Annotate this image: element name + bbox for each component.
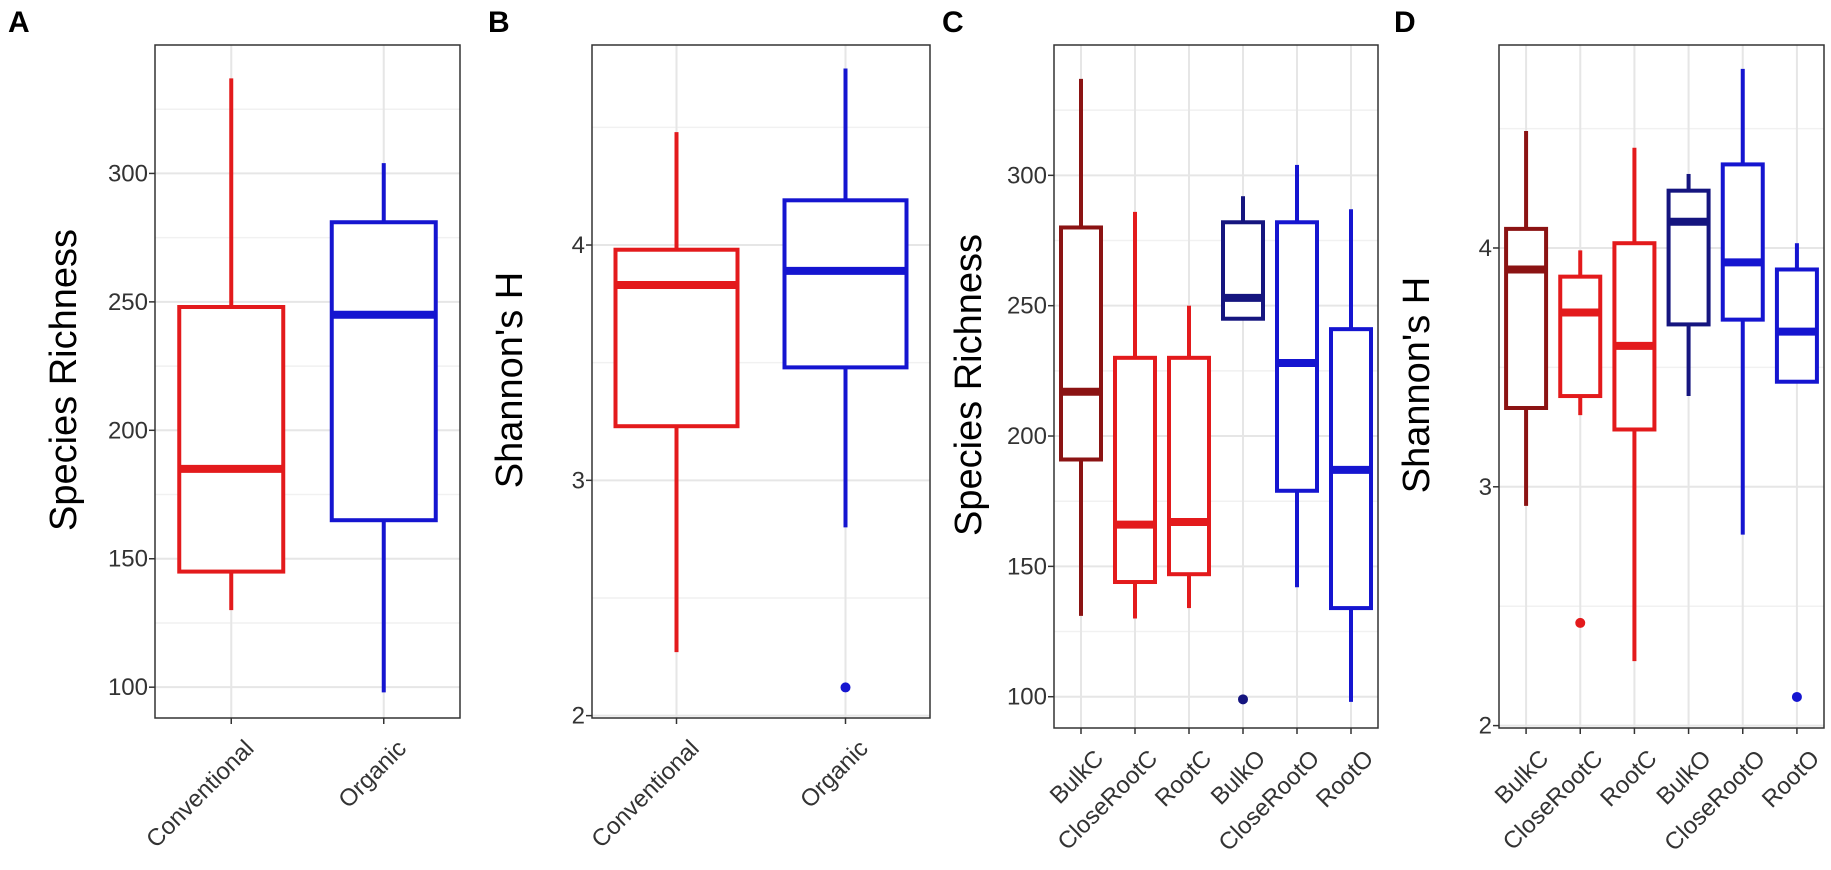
- iqr-box: [1774, 267, 1819, 384]
- box-rootc: [1167, 305, 1211, 609]
- iqr-box: [613, 247, 740, 429]
- x-tick-label: Organic: [333, 735, 412, 814]
- iqr-box: [1612, 241, 1657, 432]
- iqr-box: [329, 220, 438, 523]
- x-tick-label: Organic: [795, 735, 874, 814]
- iqr-box: [1113, 355, 1157, 585]
- panel-label-b: B: [488, 6, 510, 39]
- x-tick-label: Conventional: [586, 735, 704, 853]
- box-closerootc: [1558, 250, 1603, 628]
- panel-label-a: A: [8, 6, 30, 39]
- y-tick-label: 4: [1479, 235, 1492, 262]
- iqr-box: [1720, 162, 1765, 322]
- box-bulkc: [1059, 78, 1103, 616]
- box-bulkc: [1504, 130, 1549, 506]
- x-tick-label: RootC: [1150, 745, 1217, 812]
- chart-c: 100150200250300BulkCCloseRootCRootCBulkO…: [948, 44, 1379, 857]
- iqr-box: [1275, 220, 1319, 493]
- x-tick-label: Conventional: [141, 735, 259, 853]
- y-axis-title: Shannon's H: [1396, 277, 1438, 493]
- panel-border: [591, 44, 931, 719]
- chart-d: 234BulkCCloseRootCRootCBulkOCloseRootORo…: [1396, 44, 1825, 857]
- y-tick-label: 2: [1479, 713, 1492, 740]
- box-closerooto: [1720, 68, 1765, 535]
- y-tick-label: 100: [108, 674, 148, 701]
- panel-b: B 2 3 4 Conventional Organic Shannon's H: [472, 0, 937, 870]
- box-closerootc: [1113, 211, 1157, 619]
- x-tick-label: RootC: [1595, 745, 1662, 812]
- panel-border: [1053, 44, 1379, 729]
- y-tick-label: 200: [1007, 423, 1047, 450]
- y-tick-label: 2: [572, 703, 585, 730]
- outlier-point: [1791, 691, 1802, 702]
- box-rootc: [1612, 147, 1657, 662]
- y-tick-label: 250: [1007, 293, 1047, 320]
- box-organic: [329, 163, 438, 693]
- x-tick-label: RootO: [1311, 745, 1379, 813]
- panel-border: [1498, 44, 1825, 729]
- panel-d: D 2 3 4 BulkC CloseRootC RootC BulkO CloseRootO…: [1386, 0, 1831, 870]
- panel-border: [154, 44, 461, 719]
- box-rooto: [1329, 209, 1373, 702]
- y-tick-label: 100: [1007, 684, 1047, 711]
- box-rooto: [1774, 243, 1819, 702]
- y-tick-label: 250: [108, 289, 148, 316]
- chart-b: 2 3 4 Conventional Organic Shannon's H: [489, 44, 931, 853]
- outlier-point: [1575, 617, 1586, 628]
- y-tick-label: 3: [1479, 474, 1492, 501]
- iqr-box: [782, 198, 909, 370]
- y-tick-label: 150: [1007, 553, 1047, 580]
- y-tick-label: 300: [108, 160, 148, 187]
- y-axis-title: Shannon's H: [489, 272, 531, 488]
- iqr-box: [1167, 355, 1211, 577]
- iqr-box: [1059, 225, 1103, 462]
- y-tick-label: 300: [1007, 162, 1047, 189]
- iqr-box: [1558, 274, 1603, 399]
- box-closerooto: [1275, 164, 1319, 588]
- box-bulko: [1666, 173, 1711, 397]
- iqr-box: [177, 305, 286, 574]
- panel-label-d: D: [1394, 6, 1416, 39]
- chart-a: 100 150 200 250 300 Conventional Organic Specie…: [43, 44, 461, 853]
- iqr-box: [1504, 226, 1549, 410]
- x-tick-label: RootO: [1757, 745, 1825, 813]
- y-tick-label: 150: [108, 546, 148, 573]
- iqr-box: [1666, 188, 1711, 327]
- y-tick-label: 4: [572, 232, 585, 259]
- y-axis-title: Species Richness: [948, 234, 990, 536]
- panel-label-c: C: [942, 6, 964, 39]
- outlier-point: [840, 682, 851, 693]
- box-conventional: [613, 132, 740, 653]
- y-tick-label: 200: [108, 417, 148, 444]
- y-tick-label: 3: [572, 467, 585, 494]
- panel-c: C 100 150 200 250 300 BulkC CloseRootC RootC Bul…: [938, 0, 1384, 870]
- box-organic: [782, 68, 909, 693]
- iqr-box: [1221, 220, 1265, 321]
- box-conventional: [177, 78, 286, 611]
- panel-a: A 100 150 200 250 300 Conventional Organic Spec…: [0, 0, 470, 870]
- outlier-point: [1238, 694, 1248, 705]
- y-axis-title: Species Richness: [43, 229, 85, 531]
- box-bulko: [1221, 196, 1265, 705]
